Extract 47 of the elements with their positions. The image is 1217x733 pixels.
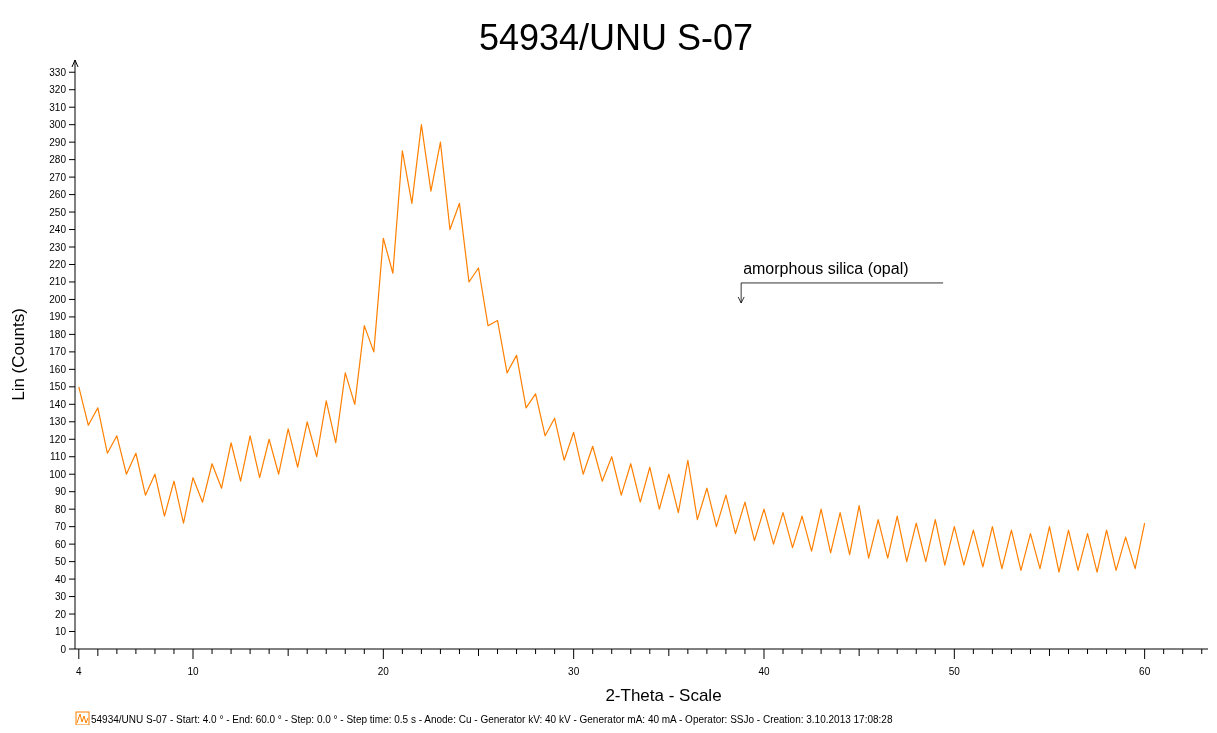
y-tick-label: 220 [49,258,67,270]
x-tick-label: 30 [568,666,580,677]
y-tick-label: 190 [49,311,67,323]
y-axis-title: Lin (Counts) [9,308,28,401]
y-tick-label: 300 [49,119,67,131]
legend-label: 54934/UNU S-07 - Start: 4.0 ° - End: 60.0 ° - Step: 0.0 ° - Step time: 0.5 s - Anode: Cu - Generator kV: 40 kV - Generator mA: 40 mA - Operator: SSJo - Creation: 3.10.2013 17:08:28 [91,714,893,725]
y-tick-label: 230 [49,241,67,253]
y-tick-label: 20 [54,608,67,620]
y-tick-label: 80 [54,503,67,515]
y-tick-label: 140 [49,398,67,410]
x-tick-label: 40 [758,666,770,677]
line-series [78,124,1146,573]
y-tick-label: 0 [60,643,67,655]
y-tick-label: 330 [49,66,67,78]
y-tick-label: 40 [54,573,67,585]
y-tick-label: 90 [54,486,67,498]
chart-title: 54934/UNU S-07 [478,17,754,58]
y-tick-label: 200 [49,293,67,305]
x-tick-label: 4 [76,666,83,677]
y-tick-label: 170 [49,346,67,358]
x-tick-label: 60 [1139,666,1151,677]
y-tick-label: 120 [49,433,67,445]
x-axis-title: 2-Theta - Scale [605,686,722,705]
y-tick-label: 30 [54,591,67,603]
y-tick-label: 320 [49,84,67,96]
x-tick-label: 50 [948,666,961,677]
y-tick-label: 10 [54,626,67,638]
y-tick-label: 240 [49,224,67,236]
y-tick-label: 50 [54,556,67,568]
y-tick-label: 160 [49,363,67,375]
y-tick-label: 180 [49,328,67,340]
y-tick-label: 130 [49,416,67,428]
y-tick-label: 290 [49,136,67,148]
y-tick-label: 280 [49,154,67,166]
y-tick-label: 70 [54,521,67,533]
y-tick-label: 60 [54,538,67,550]
y-tick-label: 270 [49,171,67,183]
x-tick-label: 10 [187,666,199,677]
y-tick-label: 310 [49,101,67,113]
annotation: amorphous silica (opal) [743,259,909,277]
y-tick-label: 260 [49,189,67,201]
y-tick-label: 210 [49,276,67,288]
y-tick-label: 110 [50,451,67,463]
y-tick-label: 100 [49,468,67,480]
x-tick-label: 20 [377,666,390,677]
y-tick-label: 250 [49,206,67,218]
y-tick-label: 150 [49,381,67,393]
